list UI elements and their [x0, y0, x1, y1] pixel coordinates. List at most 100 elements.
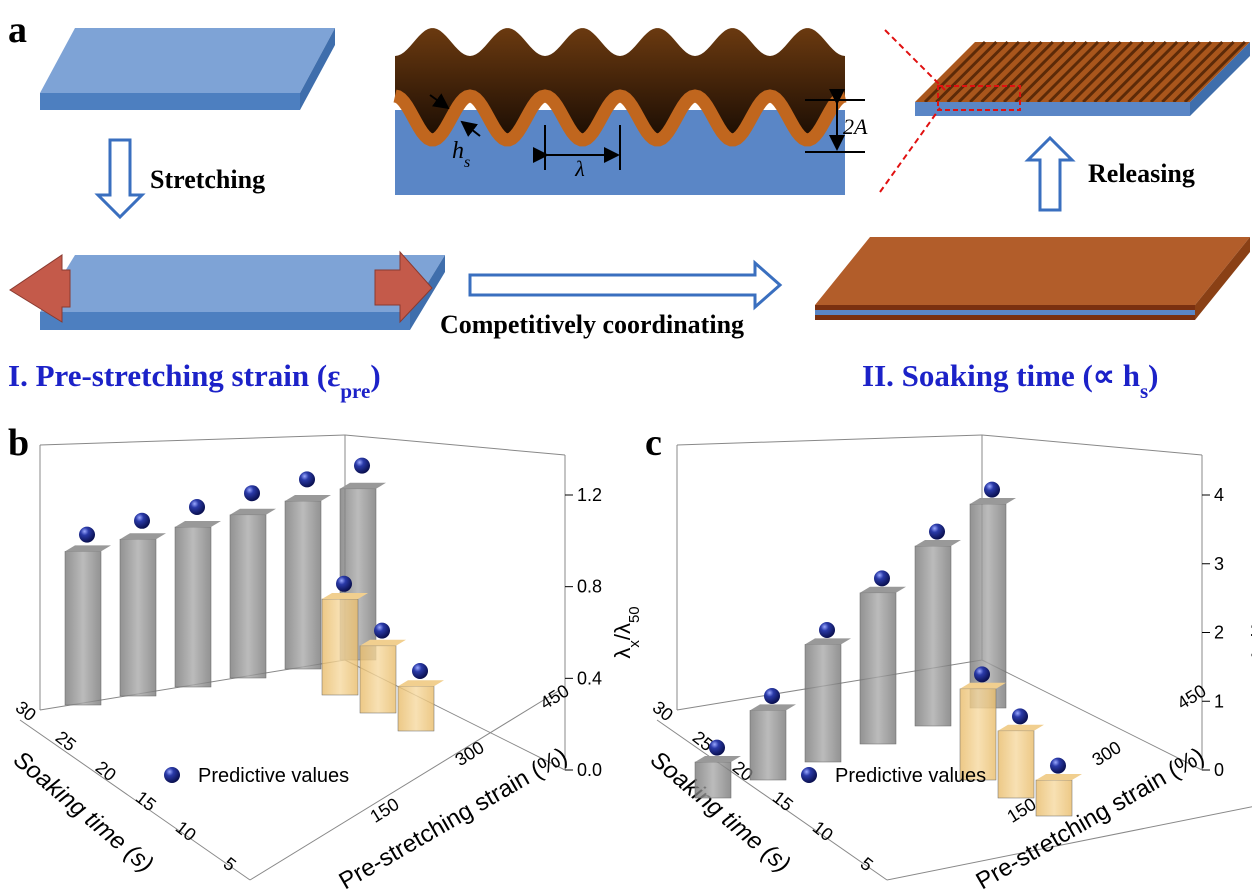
gray-bar-top: [65, 545, 111, 551]
gray-bar-top: [230, 509, 276, 515]
step-label: Releasing: [1088, 159, 1195, 188]
factor-title: I. Pre-stretching strain (εpre): [8, 358, 381, 403]
y-tick-label: 1.2: [577, 485, 602, 505]
predicted-point: [929, 524, 945, 540]
gray-bar: [120, 539, 156, 696]
strain-tick-label: 450: [537, 681, 573, 714]
text-part: ): [1148, 358, 1158, 393]
gray-bar: [175, 527, 211, 687]
time-axis-label: Soaking time (s): [8, 746, 158, 878]
strain-tick-label: 150: [1004, 794, 1040, 827]
step-label: Stretching: [150, 165, 265, 194]
time-tick-label: 25: [52, 727, 80, 755]
yellow-bar: [360, 646, 396, 713]
strain-axis-label: Pre-stretching strain (%): [335, 742, 573, 893]
y-tick-label: 2: [1214, 623, 1224, 643]
gray-bar-top: [175, 521, 221, 527]
predicted-point: [134, 513, 150, 529]
gray-bar-top: [915, 540, 961, 546]
predicted-point: [709, 740, 725, 756]
gray-bar-top: [750, 704, 796, 710]
yellow-bar-top: [998, 725, 1044, 731]
gray-bar: [805, 644, 841, 762]
time-tick-label: 5: [220, 853, 240, 875]
gray-bar-top: [860, 587, 906, 593]
y-tick-label: 1: [1214, 691, 1224, 711]
gray-bar: [230, 515, 266, 678]
gray-bar-top: [285, 495, 331, 501]
gray-bar: [65, 551, 101, 705]
yellow-bar-top: [398, 680, 444, 686]
gray-bar-top: [120, 533, 166, 539]
yellow-bar: [1036, 780, 1072, 816]
time-tick-label: 30: [649, 697, 677, 725]
predicted-point: [354, 458, 370, 474]
y-axis-label: Ax/A50: [1247, 603, 1252, 663]
gray-bar-top: [970, 498, 1016, 504]
gray-bar: [285, 501, 321, 669]
predicted-point: [1012, 708, 1028, 724]
gray-bar: [915, 546, 951, 726]
time-tick-label: 15: [769, 787, 797, 815]
predicted-point: [79, 527, 95, 543]
predicted-point: [244, 485, 260, 501]
y-axis-label: λx/λ50: [610, 606, 643, 658]
y-tick-label: 0.4: [577, 668, 602, 688]
predicted-point: [412, 663, 428, 679]
chart-panel: c01234Ax/A5030252015105Soaking time (s)1…: [645, 422, 1252, 893]
y-tick-label: 3: [1214, 554, 1224, 574]
frame-line: [982, 435, 1202, 455]
legend-marker: [164, 767, 180, 783]
gray-bar-top: [805, 638, 851, 644]
predicted-point: [819, 622, 835, 638]
subscript: 50: [626, 606, 643, 623]
strain-tick-label: 300: [452, 737, 488, 770]
panel-label: a: [8, 9, 27, 51]
predicted-point: [874, 570, 890, 586]
predicted-point: [974, 666, 990, 682]
text-part: λ: [610, 648, 635, 659]
subscript: s: [464, 154, 470, 171]
subscript: pre: [340, 379, 370, 403]
yellow-bar: [998, 731, 1034, 798]
legend-label: Predictive values: [198, 765, 349, 787]
text-part: h: [452, 138, 464, 164]
legend-label: Predictive values: [835, 765, 986, 787]
predicted-point: [374, 623, 390, 639]
frame-line: [40, 435, 345, 445]
predicted-point: [984, 482, 1000, 498]
amplitude-label: 2A: [843, 114, 868, 139]
frame-line: [345, 435, 565, 455]
text-part: /λ: [610, 623, 635, 640]
legend-marker: [801, 767, 817, 783]
predicted-point: [336, 576, 352, 592]
gray-bar-top: [695, 756, 741, 762]
time-tick-label: 5: [857, 853, 877, 875]
text-part: II. Soaking time (∝ h: [862, 358, 1140, 393]
step-label: Competitively coordinating: [440, 310, 744, 339]
predicted-point: [1050, 758, 1066, 774]
text-part: ): [370, 358, 380, 393]
strain-tick-label: 150: [367, 794, 403, 827]
gray-bar: [695, 762, 731, 798]
predicted-point: [764, 688, 780, 704]
strain-tick-label: 300: [1089, 737, 1125, 770]
yellow-bar-top: [1036, 774, 1082, 780]
gray-bar: [860, 593, 896, 744]
predicted-point: [299, 471, 315, 487]
y-tick-label: 0: [1214, 760, 1224, 780]
yellow-bar: [322, 599, 358, 695]
gray-bar-top: [340, 483, 386, 489]
y-tick-label: 0.8: [577, 577, 602, 597]
panel-label: b: [8, 422, 29, 464]
time-tick-label: 10: [809, 817, 837, 845]
frame-line: [677, 435, 982, 445]
predicted-point: [189, 499, 205, 515]
gray-bar: [750, 710, 786, 780]
text-part: I. Pre-stretching strain (ε: [8, 358, 340, 393]
time-tick-label: 10: [172, 817, 200, 845]
text-part: A: [1247, 647, 1252, 662]
yellow-bar: [398, 686, 434, 731]
figure: a Stretching Releasing Competitively coo…: [0, 0, 1252, 893]
